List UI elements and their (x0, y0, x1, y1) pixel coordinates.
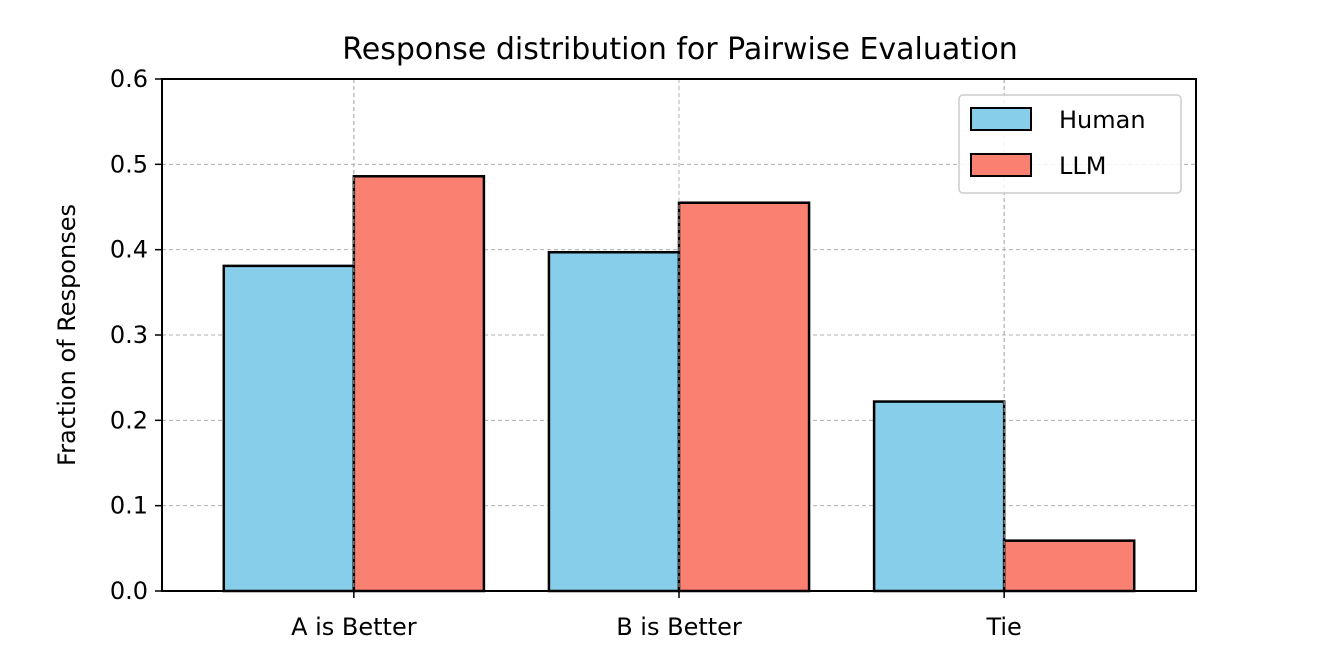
y-tick-label: 0.5 (110, 150, 148, 178)
bar-human-a-is-better (222, 264, 356, 593)
legend-swatch-llm (970, 153, 1032, 177)
bar-human-tie (872, 400, 1006, 593)
bar-human-b-is-better (547, 250, 681, 593)
y-tick-label: 0.2 (110, 406, 148, 434)
axes: 0.0 0.1 0.2 0.3 0.4 0.5 0.6 A is Better B is Bet… (110, 65, 1197, 641)
y-tick-label: 0.4 (110, 236, 148, 264)
bars (222, 79, 1136, 593)
legend-label-human: Human (1059, 106, 1146, 134)
y-tick-label: 0.3 (110, 321, 148, 349)
x-tick-label: A is Better (291, 613, 417, 641)
legend-swatch-human (970, 107, 1032, 131)
bar-llm-b-is-better (677, 201, 811, 593)
legend-label-llm: LLM (1059, 152, 1106, 180)
x-tick-label: B is Better (616, 613, 742, 641)
y-tick-label: 0.1 (110, 492, 148, 520)
y-tick-label: 0.6 (110, 65, 148, 93)
legend: Human LLM (958, 94, 1182, 194)
y-tick-label: 0.0 (110, 577, 148, 605)
bar-llm-tie (1002, 539, 1136, 593)
bar-llm-a-is-better (352, 175, 486, 593)
x-tick-label: Tie (985, 613, 1021, 641)
y-axis-label: Fraction of Responses (53, 204, 81, 466)
chart-title: Response distribution for Pairwise Evalu… (342, 32, 1017, 67)
